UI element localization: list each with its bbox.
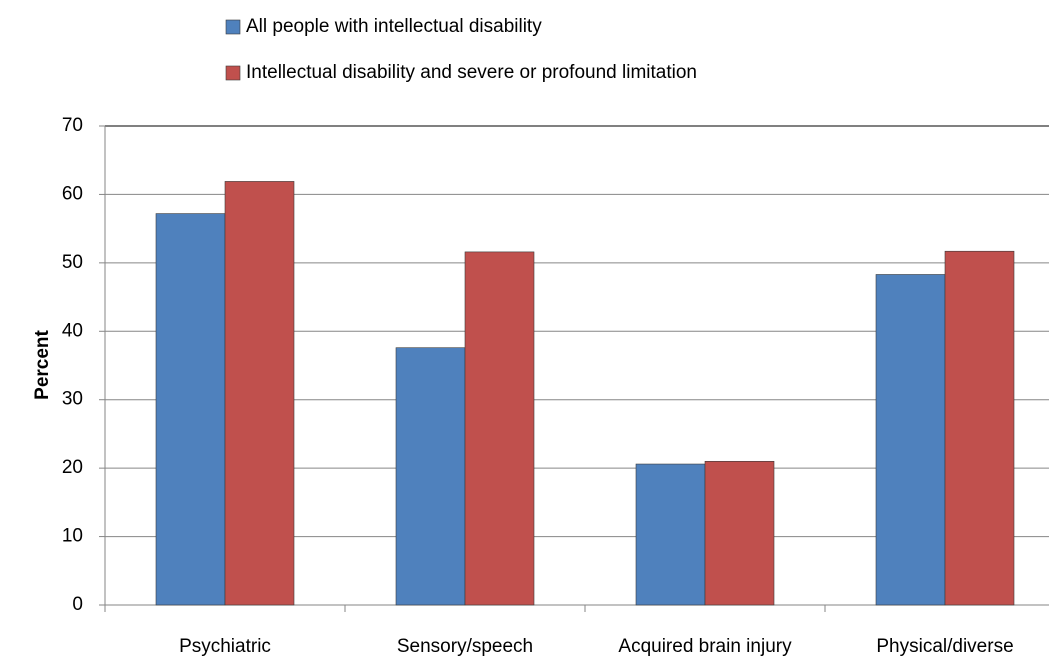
bar [395, 347, 466, 606]
x-tick-label: Sensory/speech [397, 636, 533, 657]
y-tick-label: 40 [62, 320, 83, 341]
bar [704, 460, 775, 606]
y-axis-title: Percent [32, 329, 53, 399]
y-tick-label: 0 [72, 594, 83, 615]
bar [944, 250, 1015, 606]
x-tick-label: Psychiatric [179, 636, 271, 657]
bar [635, 463, 706, 606]
legend-label: All people with intellectual disability [246, 16, 542, 37]
bar [224, 181, 295, 606]
y-tick-label: 30 [62, 389, 83, 410]
y-tick-label: 70 [62, 115, 83, 136]
x-tick-label: Physical/diverse [876, 636, 1013, 657]
bar [875, 274, 946, 606]
bar [155, 213, 226, 606]
legend-swatch [225, 19, 241, 35]
bar [464, 251, 535, 606]
legend-swatch [225, 65, 241, 81]
y-tick-label: 20 [62, 457, 83, 478]
y-tick-label: 60 [62, 183, 83, 204]
legend-label: Intellectual disability and severe or pr… [246, 62, 697, 83]
y-tick-label: 10 [62, 526, 83, 547]
y-tick-label: 50 [62, 252, 83, 273]
x-tick-label: Acquired brain injury [618, 636, 792, 657]
